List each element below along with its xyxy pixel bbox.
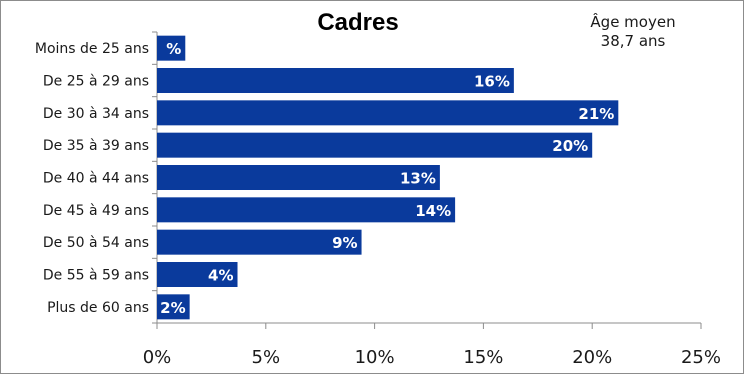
- category-label: De 25 à 29 ans: [43, 74, 149, 90]
- category-label: De 45 à 49 ans: [43, 203, 149, 219]
- category-label: De 30 à 34 ans: [43, 106, 149, 122]
- chart-bars: [157, 35, 619, 320]
- category-label: Moins de 25 ans: [35, 41, 149, 57]
- category-label: De 35 à 39 ans: [43, 138, 149, 154]
- category-label: De 40 à 44 ans: [43, 171, 149, 187]
- bar-value-label: 21%: [578, 105, 614, 123]
- bar: [157, 68, 514, 93]
- bar: [157, 100, 619, 126]
- bar-value-label: 14%: [415, 202, 451, 220]
- chart-title: Cadres: [317, 9, 398, 36]
- x-tick-label: 25%: [681, 347, 721, 368]
- bar-value-label: 4%: [208, 267, 233, 285]
- bar: [157, 262, 238, 287]
- x-tick-label: 15%: [463, 347, 503, 368]
- bar-value-label: %: [166, 40, 181, 58]
- category-label: De 55 à 59 ans: [43, 268, 149, 284]
- bar: [157, 35, 186, 61]
- x-tick-label: 5%: [252, 347, 281, 368]
- x-tick-label: 20%: [572, 347, 612, 368]
- bar: [157, 197, 456, 223]
- x-tick-label: 10%: [355, 347, 395, 368]
- bar-value-label: 13%: [400, 170, 436, 188]
- bar: [157, 294, 190, 320]
- bar-value-label: 16%: [474, 73, 510, 91]
- bar: [157, 165, 440, 190]
- bar: [157, 132, 593, 158]
- annotation-average-age-label: Âge moyen: [590, 12, 675, 31]
- bar-value-label: 20%: [552, 137, 588, 155]
- annotation-average-age-value: 38,7 ans: [601, 32, 666, 50]
- chart-labels: 0% 5% 10% 15% 20% 25% Moins de 25 ans % De 25 à …: [35, 40, 721, 368]
- bar-value-label: 2%: [160, 299, 185, 317]
- bar-value-label: 9%: [332, 234, 357, 252]
- x-tick-label: 0%: [143, 347, 172, 368]
- bar: [157, 229, 362, 255]
- category-label: Plus de 60 ans: [47, 300, 149, 316]
- category-label: De 50 à 54 ans: [43, 235, 149, 251]
